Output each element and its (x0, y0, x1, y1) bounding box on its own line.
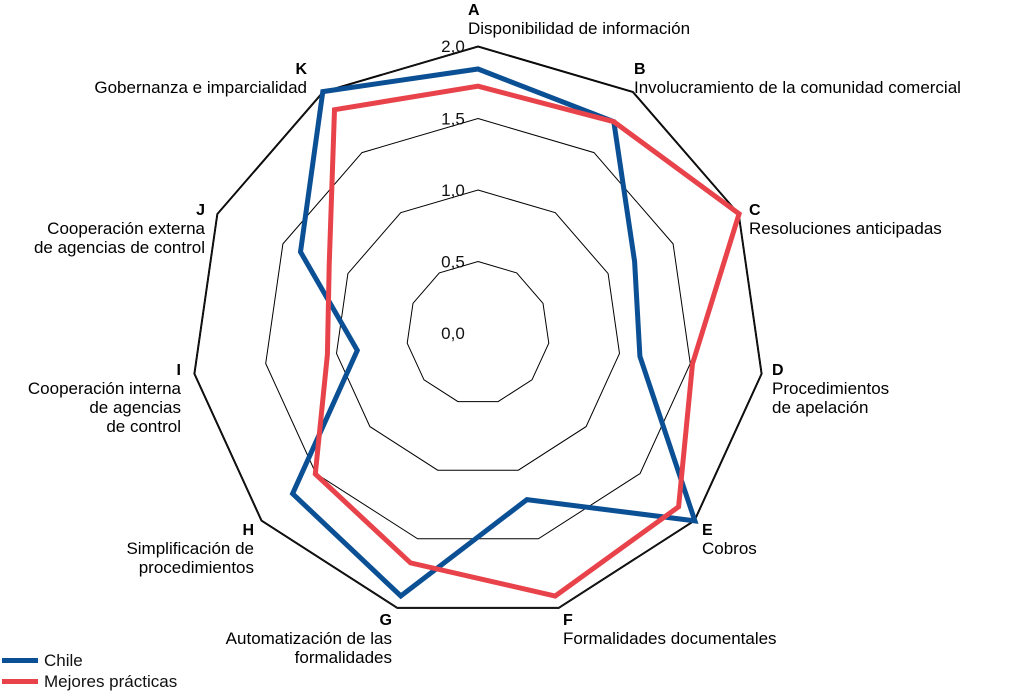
category-letter: J (196, 202, 205, 219)
category-letter: I (177, 362, 181, 379)
grid-rings (193, 45, 763, 609)
category-text: de agencias de control (34, 238, 205, 257)
tick-labels: 0,0 0,5 1,0 1,5 2,0 (441, 37, 465, 343)
category-text: Resoluciones anticipadas (749, 219, 942, 238)
category-text: Cooperación interna (28, 379, 182, 398)
grid-ring-5 (193, 45, 763, 609)
category-text: de apelación (772, 398, 868, 417)
series-line-chile (289, 66, 699, 600)
legend-swatch-chile (2, 658, 38, 663)
grid-ring-4 (194, 46, 762, 608)
series-line-mejores-practicas (312, 83, 743, 599)
category-text: de agencias (89, 398, 181, 417)
category-text: Simplificación de (126, 539, 254, 558)
legend-label-chile: Chile (44, 650, 83, 670)
category-text: Gobernanza e imparcialidad (94, 78, 307, 97)
legend-item-chile: Chile (2, 650, 177, 671)
grid-ring-2 (335, 189, 621, 471)
category-text: Formalidades documentales (563, 629, 777, 648)
category-letter: D (772, 362, 784, 379)
legend-item-mejores-practicas: Mejores prácticas (2, 671, 177, 692)
category-text: Cobros (702, 539, 757, 558)
category-text: Automatización de las (226, 629, 392, 648)
category-text: Disponibilidad de información (468, 19, 690, 38)
tick-label: 1,5 (441, 110, 465, 129)
tick-label: 2,0 (441, 37, 465, 56)
legend-label-mejores-practicas: Mejores prácticas (44, 671, 178, 691)
category-text: procedimientos (139, 558, 254, 577)
tick-label: 0,5 (441, 253, 465, 272)
category-letter: K (295, 61, 307, 78)
category-text: Involucramiento de la comunidad comercia… (634, 78, 961, 97)
series-group (289, 66, 743, 600)
category-text: Cooperación externa (47, 219, 205, 238)
tick-label: 1,0 (441, 181, 465, 200)
category-text: formalidades (295, 648, 392, 667)
tick-label: 0,0 (441, 324, 465, 343)
category-text: Procedimientos (772, 379, 889, 398)
category-letter: B (634, 61, 646, 78)
category-letter: G (380, 612, 392, 629)
legend-swatch-mejores-practicas (2, 679, 38, 684)
category-letter: F (563, 612, 573, 629)
category-letter: C (749, 202, 761, 219)
category-letter: H (242, 522, 254, 539)
category-letter: A (468, 2, 480, 19)
category-text: de control (106, 417, 181, 436)
grid-ring-1 (406, 260, 550, 403)
category-letter: E (702, 522, 713, 539)
legend: Chile Mejores prácticas (2, 650, 177, 692)
